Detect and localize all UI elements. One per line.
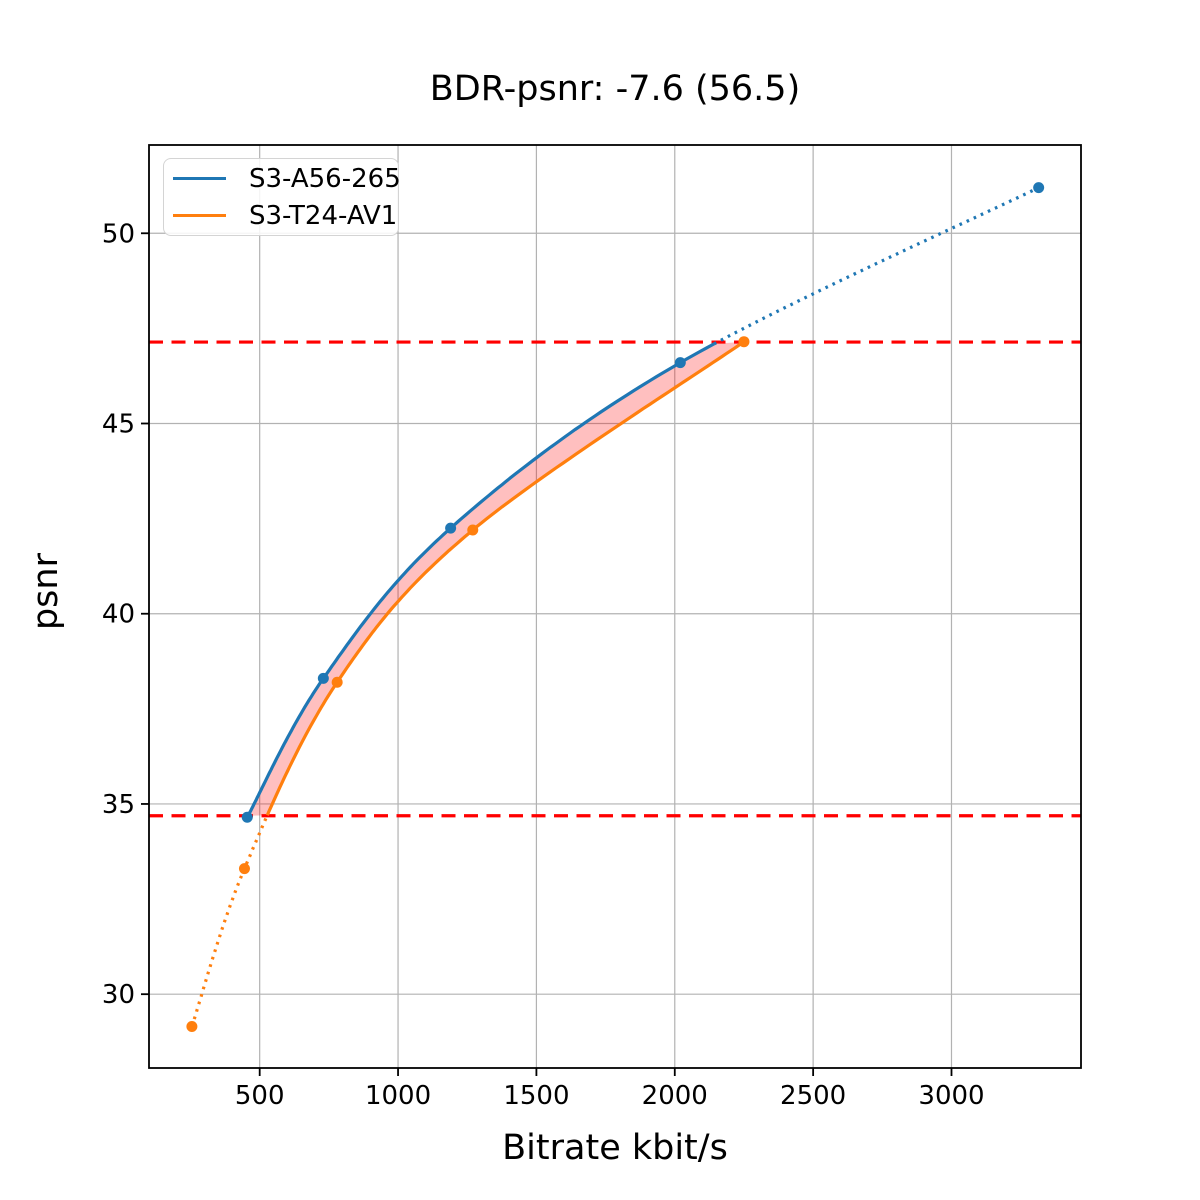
- x-tick-label: 1000: [365, 1081, 431, 1111]
- data-point-marker: [186, 1021, 198, 1033]
- series-curve-dotted: [713, 186, 1040, 346]
- data-point-marker: [1033, 182, 1045, 194]
- y-tick-label: 50: [102, 219, 135, 249]
- data-point-marker: [445, 522, 457, 534]
- data-point-marker: [467, 524, 479, 536]
- legend-line-swatch-orange: [173, 213, 226, 218]
- x-tick-label: 3000: [918, 1081, 984, 1111]
- data-point-marker: [317, 672, 329, 684]
- x-axis-label: Bitrate kbit/s: [502, 1128, 728, 1168]
- data-point-marker: [674, 357, 686, 369]
- legend-line-swatch-blue: [173, 176, 226, 181]
- legend-item-0: S3-A56-265: [164, 161, 401, 196]
- legend: S3-A56-265 S3-T24-AV1: [163, 158, 401, 236]
- y-tick-label: 40: [102, 600, 135, 630]
- series-curve-solid: [245, 342, 715, 819]
- data-point-marker: [238, 863, 250, 875]
- legend-label: S3-T24-AV1: [249, 200, 398, 231]
- y-tick-label: 45: [102, 409, 135, 439]
- plot-border: [148, 144, 1082, 1069]
- chart-title: BDR-psnr: -7.6 (56.5): [429, 69, 801, 109]
- series-curve-solid: [265, 340, 745, 816]
- legend-item-1: S3-T24-AV1: [164, 198, 398, 233]
- y-axis-label: psnr: [26, 553, 66, 631]
- y-tick-label: 35: [102, 790, 135, 820]
- data-point-marker: [241, 811, 253, 823]
- x-tick-label: 500: [235, 1081, 285, 1111]
- data-point-marker: [738, 336, 750, 348]
- y-tick-label: 30: [102, 980, 135, 1010]
- legend-label: S3-A56-265: [249, 163, 401, 194]
- x-tick-label: 1500: [503, 1081, 569, 1111]
- x-tick-label: 2000: [642, 1081, 708, 1111]
- bd-overlap-shading: [248, 341, 744, 816]
- series-curve-dotted: [190, 814, 269, 1028]
- data-point-marker: [331, 676, 343, 688]
- x-tick-label: 2500: [780, 1081, 846, 1111]
